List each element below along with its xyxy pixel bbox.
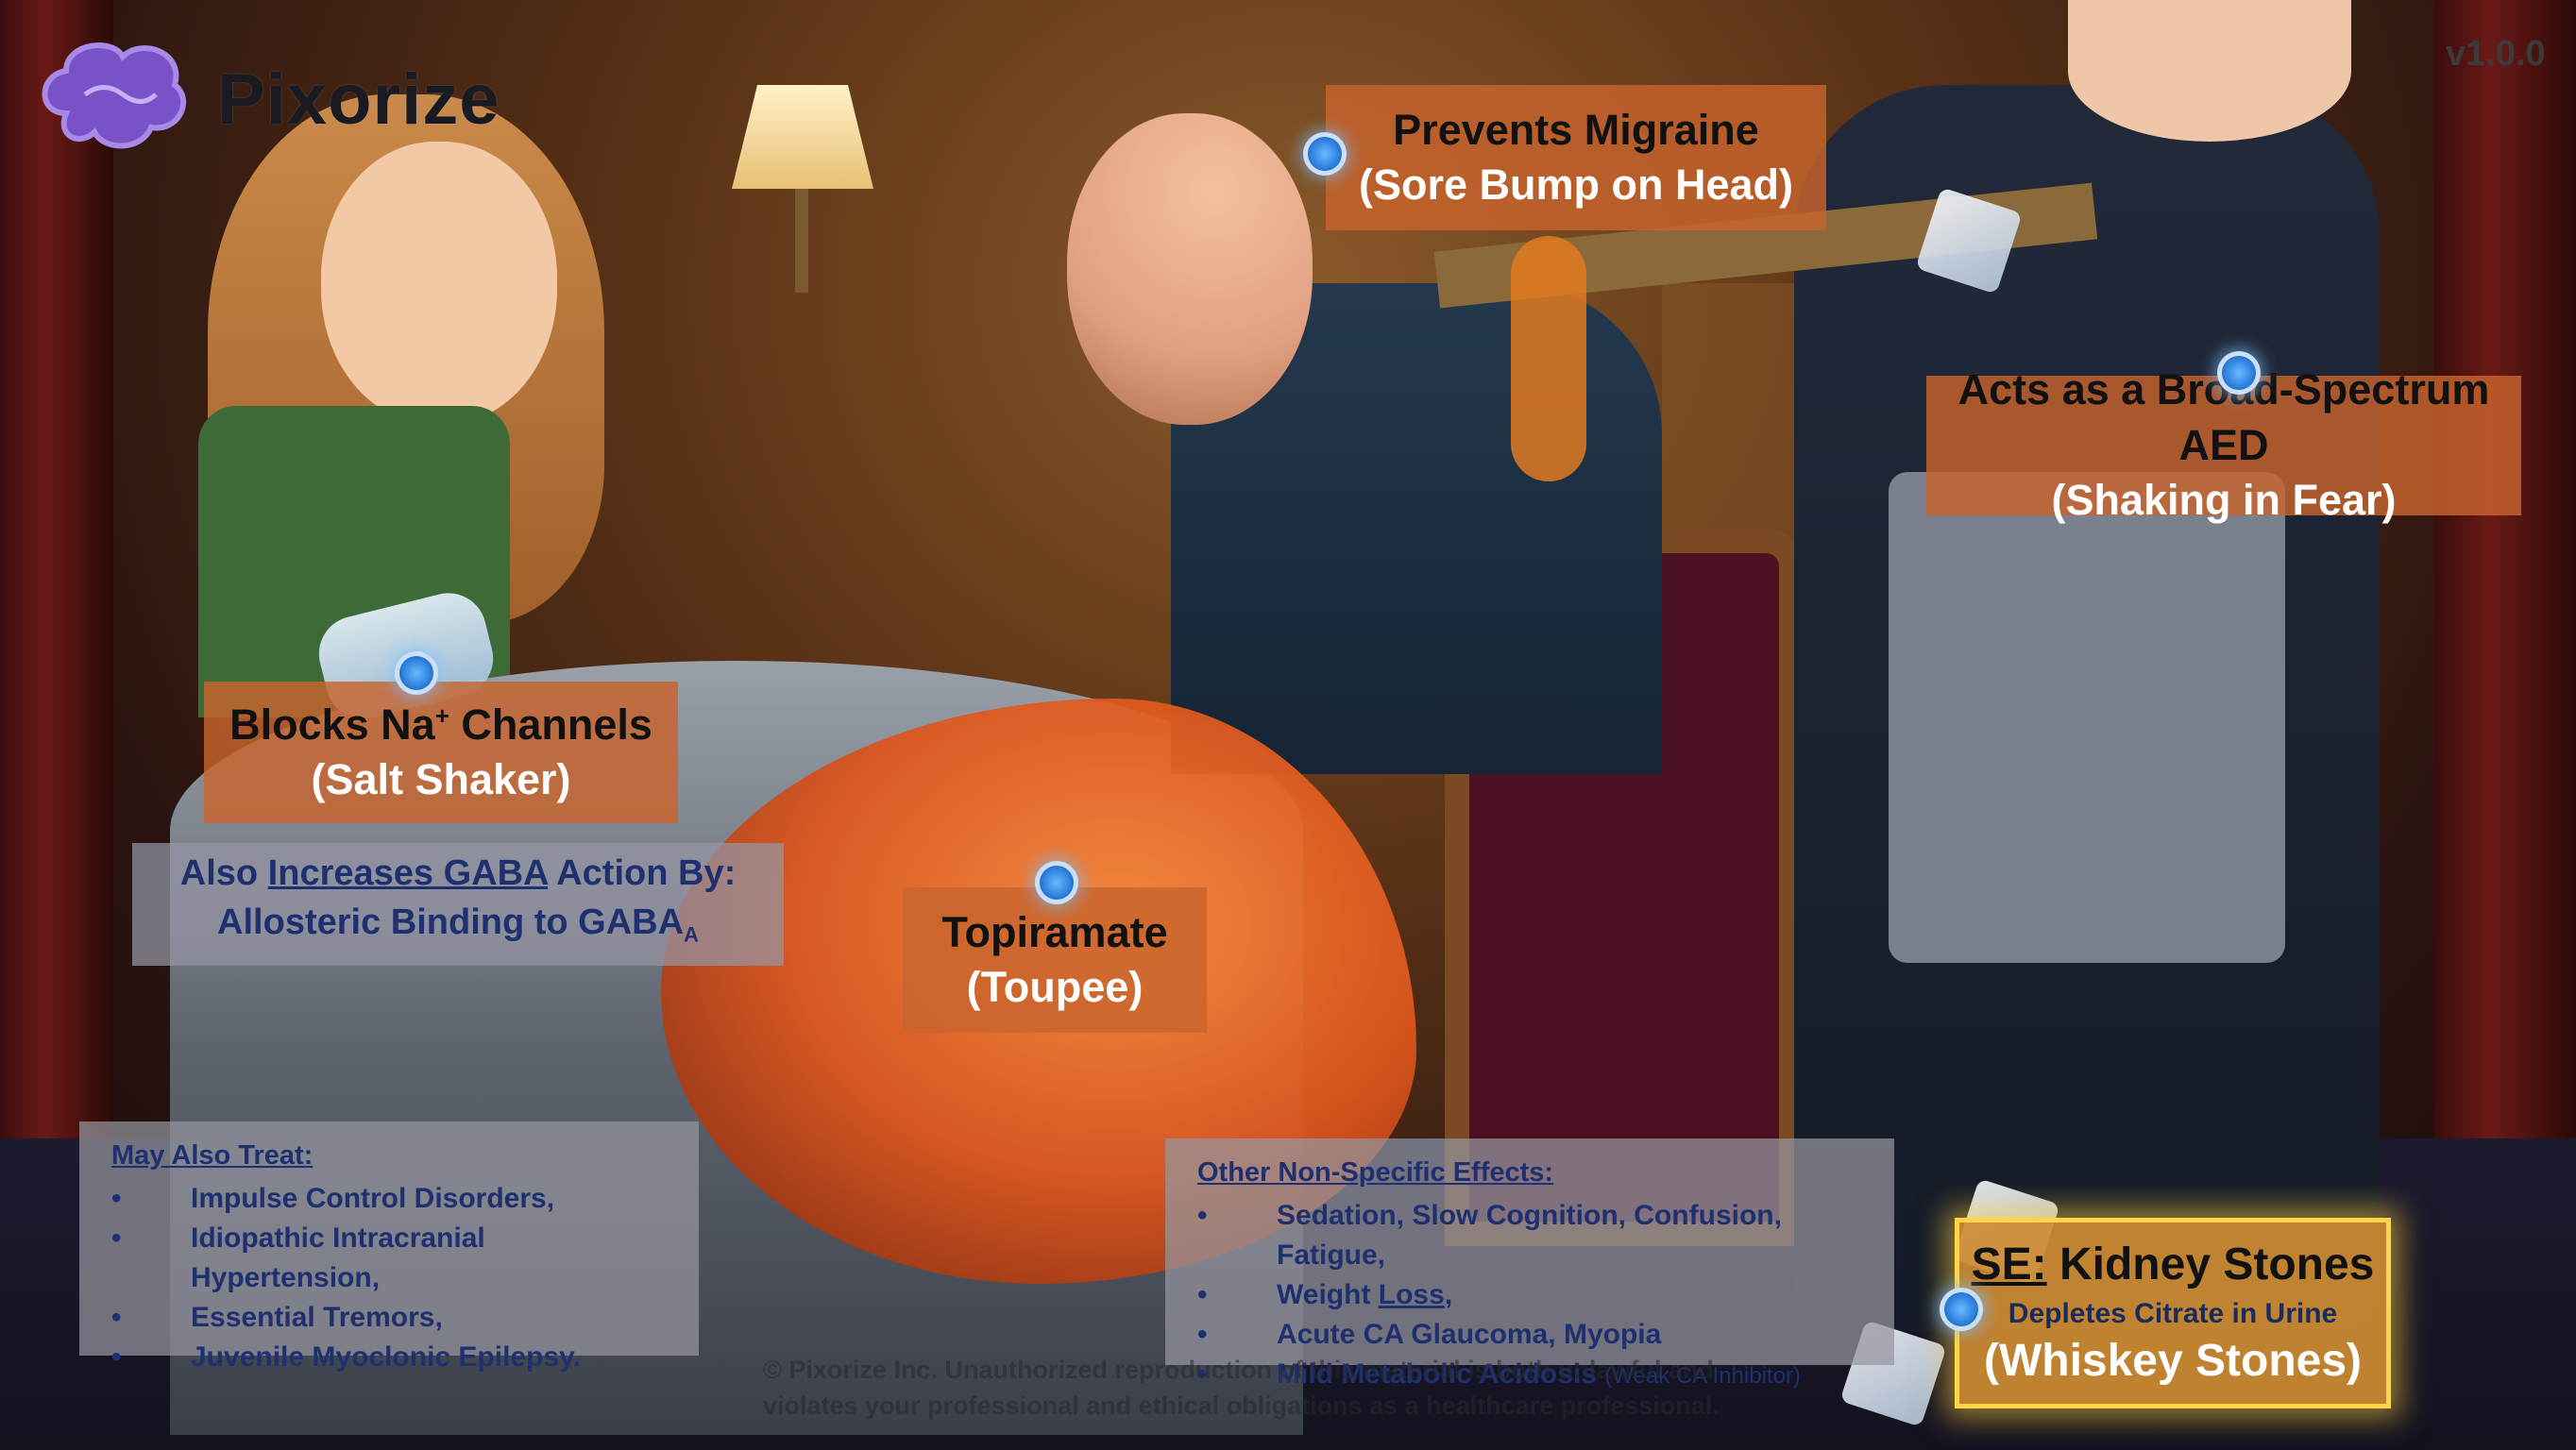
label-sodium-superscript: + [434, 700, 449, 730]
whiskey-spill [1511, 236, 1586, 481]
may-also-treat-box: May Also Treat: Impulse Control Disorder… [79, 1121, 699, 1377]
other-effects-list: Sedation, Slow Cognition, Confusion, Fat… [1197, 1196, 1862, 1396]
list-item: Juvenile Myoclonic Epilepsy. [111, 1338, 667, 1377]
hotspot-migraine-marker[interactable] [1303, 132, 1347, 176]
label-aed-mnemonic: (Shaking in Fear) [2051, 476, 2397, 525]
gaba-subscript: A [684, 922, 699, 947]
version-label: v1.0.0 [2446, 34, 2546, 74]
list-item-note: (Weak CA Inhibitor) [1604, 1363, 1801, 1389]
label-drug-name: Topiramate (Toupee) [903, 887, 1207, 1033]
label-kidney-stones: SE: Kidney Stones Depletes Citrate in Ur… [1955, 1218, 2391, 1408]
hotspot-aed-marker[interactable] [2217, 351, 2261, 395]
hotspot-kidney-marker[interactable] [1940, 1288, 1983, 1331]
label-migraine-title: Prevents Migraine [1393, 105, 1759, 154]
waiter-apron [1889, 472, 2285, 963]
kidney-title-text: Kidney Stones [2046, 1239, 2375, 1290]
gaba-line1: Also Increases GABA Action By: [132, 849, 784, 898]
kidney-title: SE: Kidney Stones [1959, 1236, 2386, 1294]
label-sodium-title: Blocks Na+ Channels [204, 698, 678, 753]
gaba-line2-text: Allosteric Binding to GABA [217, 902, 685, 943]
wall-lamp-stem [795, 189, 808, 293]
list-item: Mild Metabolic Acidosis (Weak CA Inhibit… [1197, 1355, 1862, 1396]
list-item-text: Mild Metabolic Acidosis [1277, 1358, 1597, 1390]
gaba-line1-post: Action By: [548, 853, 737, 894]
label-migraine-mnemonic: (Sore Bump on Head) [1358, 160, 1794, 209]
waiter-face [2068, 0, 2351, 142]
label-aed: Acts as a Broad-Spectrum AED (Shaking in… [1926, 365, 2521, 524]
label-sodium-channels: Blocks Na+ Channels (Salt Shaker) [204, 682, 678, 823]
list-item: Weight Loss, [1197, 1275, 1862, 1315]
label-migraine: Prevents Migraine (Sore Bump on Head) [1326, 85, 1826, 230]
pixorize-logo: Pixorize [28, 28, 500, 170]
copyright-notice: © Pixorize Inc. Unauthorized reproductio… [763, 1352, 1802, 1424]
man-head [1067, 113, 1313, 425]
list-item: Acute CA Glaucoma, Myopia [1197, 1315, 1862, 1355]
list-item-text: Weight [1277, 1279, 1379, 1310]
drug-name: Topiramate [941, 907, 1168, 956]
kidney-mechanism: Depletes Citrate in Urine [2008, 1297, 2338, 1329]
label-sodium-text-end: Channels [449, 700, 652, 749]
wall-lamp [732, 85, 873, 189]
kidney-mnemonic: (Whiskey Stones) [1983, 1335, 2363, 1386]
label-sodium-mnemonic: (Salt Shaker) [311, 755, 571, 803]
label-sodium-text: Blocks Na [229, 700, 435, 749]
may-also-treat-list: Impulse Control Disorders, Idiopathic In… [111, 1179, 667, 1377]
hotspot-sodium-marker[interactable] [395, 651, 438, 695]
copyright-line2: violates your professional and ethical o… [763, 1391, 1720, 1420]
brain-logo-icon [42, 42, 187, 149]
gaba-note: Also Increases GABA Action By: Allosteri… [132, 843, 784, 966]
hotspot-drug-marker[interactable] [1035, 861, 1078, 904]
brand-name: Pixorize [217, 59, 500, 140]
list-item: Impulse Control Disorders, [111, 1179, 667, 1219]
list-item: Essential Tremors, [111, 1298, 667, 1338]
copyright-line1: © Pixorize Inc. Unauthorized reproductio… [763, 1356, 1714, 1384]
woman-face [321, 142, 557, 425]
gaba-line2: Allosteric Binding to GABAA [132, 898, 784, 960]
list-item-text-end: , [1444, 1279, 1453, 1310]
list-item: Sedation, Slow Cognition, Confusion, Fat… [1197, 1196, 1862, 1275]
drug-mnemonic: (Toupee) [966, 963, 1144, 1011]
other-effects-box: Other Non-Specific Effects: Sedation, Sl… [1165, 1138, 1894, 1394]
list-item-underlined: Loss [1378, 1279, 1445, 1310]
gaba-line1-underlined: Increases GABA [267, 853, 549, 894]
list-item: Idiopathic Intracranial Hypertension, [111, 1219, 667, 1298]
other-effects-heading: Other Non-Specific Effects: [1197, 1157, 1554, 1188]
gaba-line1-pre: Also [179, 853, 268, 894]
side-effect-prefix: SE: [1971, 1239, 2047, 1290]
may-also-treat-heading: May Also Treat: [111, 1140, 314, 1171]
